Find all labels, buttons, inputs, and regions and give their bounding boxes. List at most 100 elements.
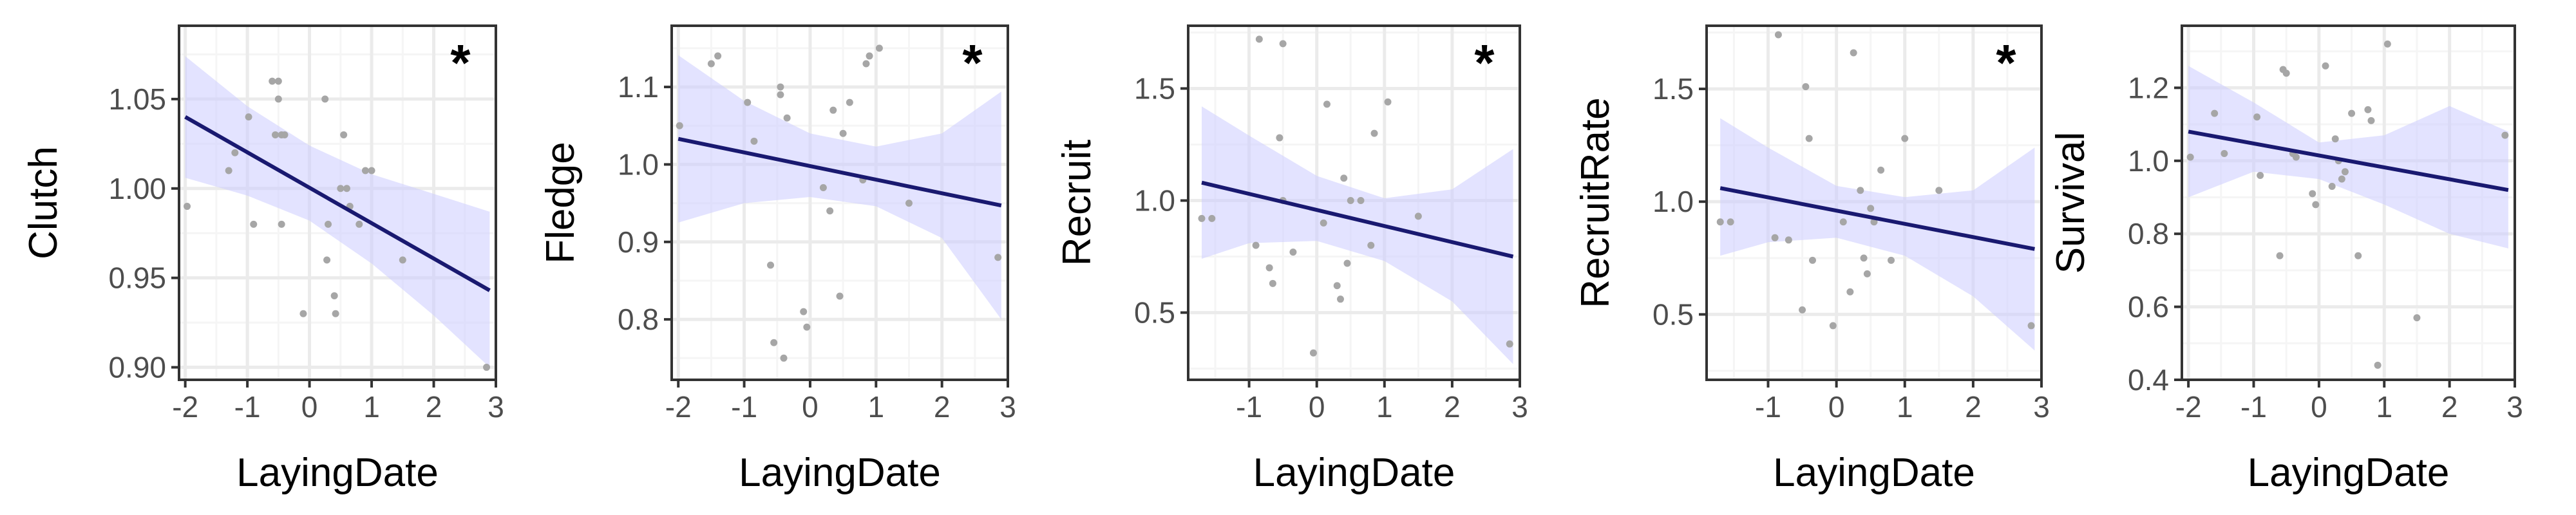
regression-line xyxy=(1201,180,1514,259)
data-point xyxy=(1850,49,1857,57)
x-tick-label: 3 xyxy=(999,390,1016,424)
data-point xyxy=(676,122,683,129)
data-point xyxy=(2322,62,2329,70)
data-point xyxy=(2312,201,2320,209)
data-point xyxy=(875,44,883,52)
x-tick-label: 2 xyxy=(934,390,951,424)
data-point xyxy=(836,292,844,300)
y-tick-label: 1.0 xyxy=(1653,185,1694,218)
data-point xyxy=(714,52,722,60)
data-point xyxy=(1829,322,1837,330)
y-axis-title: Survival xyxy=(2049,132,2093,274)
x-tick-label: -1 xyxy=(1236,390,1262,424)
y-tick-label: 1.0 xyxy=(2128,144,2169,178)
data-point xyxy=(1805,135,1813,142)
data-point xyxy=(770,339,778,346)
data-point xyxy=(839,129,847,137)
x-tick-label: -2 xyxy=(665,390,692,424)
data-point xyxy=(281,131,289,138)
data-point xyxy=(2292,153,2300,161)
data-point xyxy=(274,95,282,103)
x-tick-label: 2 xyxy=(2441,390,2458,424)
data-point xyxy=(1839,218,1847,226)
x-tick-label: 1 xyxy=(363,390,380,424)
data-point xyxy=(1208,214,1216,222)
x-tick-label: 0 xyxy=(301,390,318,424)
confidence-ribbon xyxy=(2188,66,2508,248)
data-point xyxy=(1877,166,1885,174)
data-point xyxy=(1867,205,1875,212)
data-point xyxy=(1808,256,1816,264)
x-tick-label: 1 xyxy=(867,390,884,424)
x-tick-label: 3 xyxy=(2506,390,2523,424)
x-tick-label: 0 xyxy=(802,390,819,424)
data-point xyxy=(343,185,350,192)
x-tick-label: 2 xyxy=(426,390,442,424)
panel-survival: -2 -1 0 1 2 3 0.4 0.6 0.8 1.0 1.2 LayingDate Surviva… xyxy=(2049,24,2523,495)
data-point xyxy=(325,220,332,228)
y-tick-label: 1.0 xyxy=(1134,184,1175,218)
y-tick-label: 0.5 xyxy=(1653,297,1694,331)
data-point xyxy=(744,98,752,106)
x-tick-label: 0 xyxy=(2311,390,2327,424)
data-point xyxy=(2027,322,2035,330)
y-axis-title: Fledge xyxy=(538,142,583,264)
data-point xyxy=(1785,236,1792,244)
confidence-ribbon xyxy=(1720,118,2035,351)
y-tick-label: 0.6 xyxy=(2128,290,2169,324)
data-point xyxy=(1340,174,1348,182)
data-point xyxy=(783,114,791,122)
data-point xyxy=(1414,212,1422,220)
data-point xyxy=(2257,171,2264,179)
data-point xyxy=(862,60,870,68)
x-tick-label: 3 xyxy=(2033,390,2050,424)
y-tick-label: 1.05 xyxy=(108,82,166,116)
data-point xyxy=(1357,197,1365,205)
data-point xyxy=(1320,219,1327,227)
data-point xyxy=(1198,214,1206,222)
plot-frame xyxy=(1187,24,1521,381)
data-point xyxy=(1370,129,1378,137)
x-tick-label: 3 xyxy=(1511,390,1528,424)
y-tick-label: 0.8 xyxy=(618,303,659,336)
plot-frame xyxy=(2181,24,2516,381)
data-point xyxy=(1901,135,1909,142)
data-point xyxy=(483,364,491,371)
data-point xyxy=(1367,241,1375,249)
data-point xyxy=(780,354,788,362)
data-point xyxy=(1857,187,1864,194)
x-axis-title: LayingDate xyxy=(2248,451,2450,495)
data-point xyxy=(340,131,348,138)
data-point xyxy=(1347,197,1354,205)
y-tick-label: 0.90 xyxy=(108,351,166,384)
data-point xyxy=(1384,98,1392,106)
data-point xyxy=(1269,279,1276,287)
data-point xyxy=(750,137,758,145)
x-tick-label: -1 xyxy=(1755,390,1781,424)
x-tick-label: -2 xyxy=(2175,390,2202,424)
regression-line xyxy=(184,115,491,292)
data-point xyxy=(1255,35,1263,43)
data-point xyxy=(829,106,837,114)
x-tick-label: 3 xyxy=(488,390,504,424)
y-tick-label: 1.5 xyxy=(1134,71,1175,105)
data-point xyxy=(767,261,775,269)
confidence-ribbon xyxy=(678,55,1001,320)
y-tick-label: 0.8 xyxy=(2128,217,2169,250)
data-point xyxy=(1309,349,1317,357)
data-point xyxy=(2211,109,2219,117)
data-point xyxy=(2253,113,2261,121)
confidence-ribbon xyxy=(185,56,490,368)
data-point xyxy=(355,220,363,228)
data-point xyxy=(225,167,232,174)
panel-fledge: -2 -1 0 1 2 3 0.8 0.9 1.0 1.1 LayingDate Fledge * xyxy=(538,24,1016,495)
data-point xyxy=(994,254,1002,261)
significance-marker: * xyxy=(450,34,471,91)
data-point xyxy=(321,95,329,103)
data-point xyxy=(323,256,331,264)
x-tick-label: 2 xyxy=(1965,390,1982,424)
data-point xyxy=(2221,149,2228,157)
data-point xyxy=(1774,31,1782,39)
panel-recruit: -1 0 1 2 3 0.5 1.0 1.5 LayingDate Recruit * xyxy=(1055,24,1528,495)
